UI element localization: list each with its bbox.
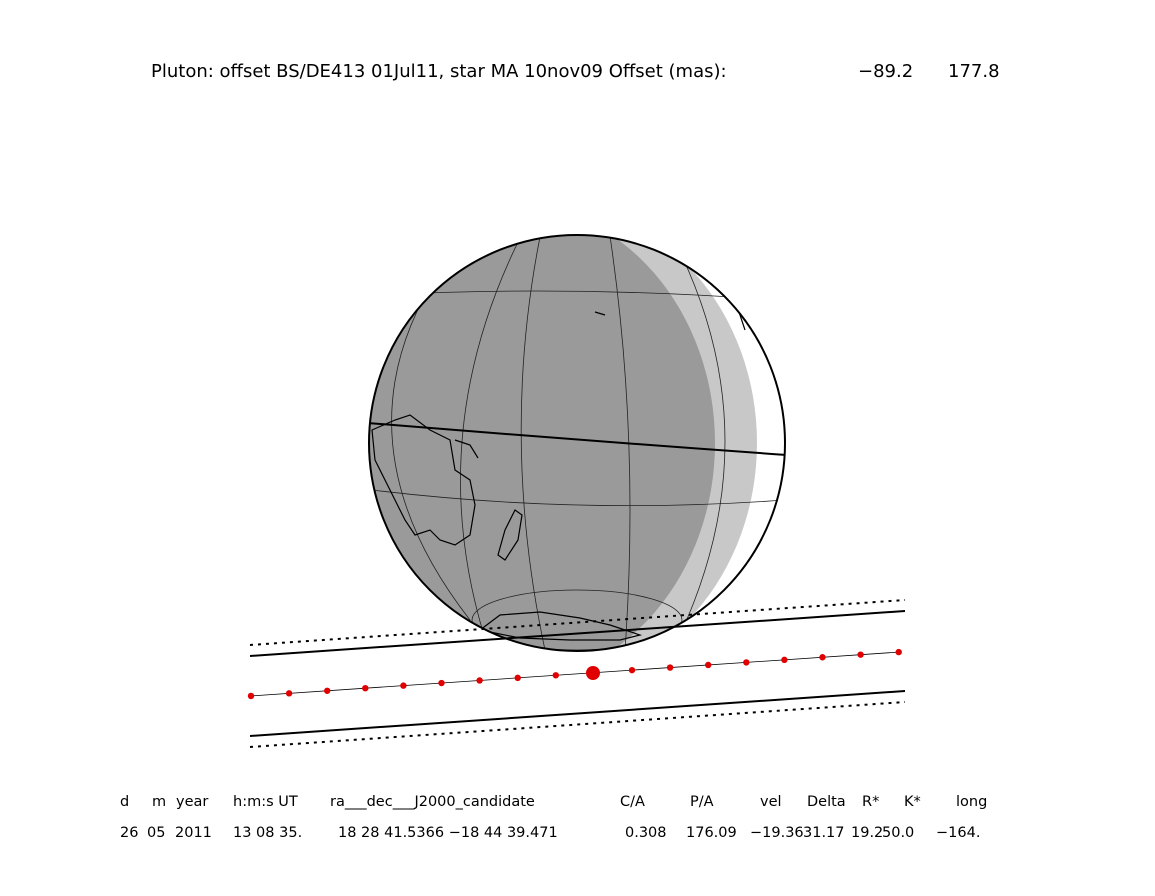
shadow-path xyxy=(247,599,906,748)
header-row: d m year h:m:s UT ra___dec___J2000_candidate… xyxy=(120,794,987,810)
column-value: 2011 xyxy=(175,825,212,841)
column-header: m xyxy=(152,794,166,810)
column-header: P/A xyxy=(690,794,714,810)
offset-x: −89.2 xyxy=(858,61,913,82)
time-dot xyxy=(705,661,712,669)
column-header: year xyxy=(176,794,208,810)
column-value: 0.308 xyxy=(625,825,667,841)
time-dot xyxy=(781,656,788,664)
time-dot xyxy=(628,666,636,674)
column-value: −19.36 xyxy=(750,825,804,841)
time-dot xyxy=(438,679,445,687)
time-dot xyxy=(514,674,521,682)
time-dot xyxy=(895,648,902,656)
time-dot xyxy=(324,687,331,694)
column-value: 31.17 xyxy=(803,825,845,841)
column-value: 18 28 41.5366 −18 44 39.471 xyxy=(338,825,558,841)
time-dot xyxy=(552,672,559,679)
column-header: long xyxy=(956,794,987,810)
column-header: C/A xyxy=(620,794,645,810)
column-header: h:m:s UT xyxy=(233,794,298,810)
column-header: ra___dec___J2000_candidate xyxy=(330,794,535,810)
column-value: 19.2 xyxy=(851,825,883,841)
column-value: 13 08 35. xyxy=(233,825,302,841)
time-dot xyxy=(476,677,483,684)
column-value: −164. xyxy=(936,825,980,841)
time-dot xyxy=(857,651,864,658)
column-header: Delta xyxy=(807,794,846,810)
globe xyxy=(368,234,786,652)
time-dot xyxy=(285,690,293,697)
column-header: K* xyxy=(904,794,921,810)
time-dot xyxy=(666,664,674,671)
time-dot xyxy=(247,692,255,700)
column-value: 26 xyxy=(120,825,138,841)
column-header: d xyxy=(120,794,129,810)
column-value: 176.09 xyxy=(686,825,737,841)
values-row: 26 05 2011 13 08 35. 18 28 41.5366 −18 44 39… xyxy=(120,825,980,841)
column-header: vel xyxy=(760,794,782,810)
column-value: 50.0 xyxy=(882,825,914,841)
time-dot xyxy=(819,654,826,661)
time-dot xyxy=(400,682,407,689)
title: Pluton: offset BS/DE413 01Jul11, star MA… xyxy=(151,61,727,82)
time-dot xyxy=(743,659,750,666)
column-value: 05 xyxy=(147,825,165,841)
offset-y: 177.8 xyxy=(948,61,1000,82)
time-dot xyxy=(362,684,369,692)
column-header: R* xyxy=(862,794,879,810)
